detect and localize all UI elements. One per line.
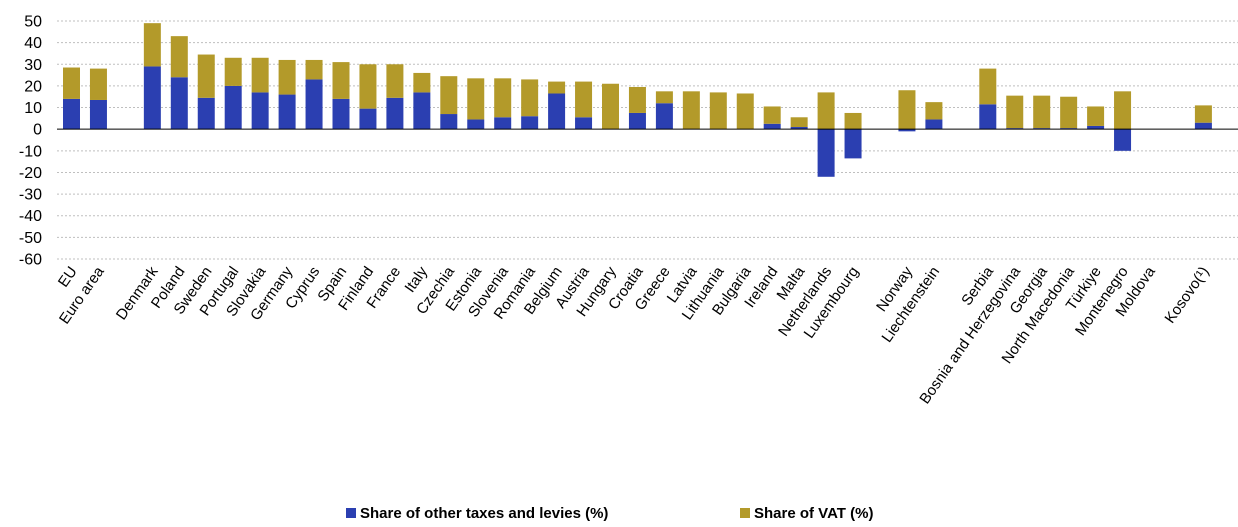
legend-label-other-taxes: Share of other taxes and levies (%) bbox=[360, 505, 608, 522]
y-tick-label: 30 bbox=[24, 57, 42, 74]
bar-other-taxes bbox=[332, 98, 350, 130]
bar-other-taxes bbox=[467, 119, 485, 130]
bar-vat bbox=[440, 76, 458, 115]
bar-other-taxes bbox=[763, 123, 781, 130]
bar-other-taxes bbox=[224, 85, 242, 130]
y-tick-label: -10 bbox=[19, 143, 42, 160]
bar-vat bbox=[197, 54, 215, 98]
bars bbox=[63, 23, 1212, 177]
bar-vat bbox=[844, 112, 862, 130]
bar-vat bbox=[628, 86, 646, 113]
bar-other-taxes bbox=[1114, 129, 1132, 151]
legend-swatch-other-taxes bbox=[346, 508, 356, 518]
legend-swatch-vat bbox=[740, 508, 750, 518]
bar-vat bbox=[278, 59, 296, 95]
bar-other-taxes bbox=[979, 104, 997, 130]
bar-other-taxes bbox=[548, 93, 566, 130]
bar-other-taxes bbox=[1033, 128, 1051, 130]
bar-vat bbox=[1087, 106, 1105, 126]
bar-other-taxes bbox=[197, 97, 215, 130]
bar-other-taxes bbox=[305, 79, 323, 130]
bar-other-taxes bbox=[844, 129, 862, 159]
y-tick-label: -50 bbox=[19, 230, 42, 247]
bar-vat bbox=[143, 23, 161, 67]
bar-vat bbox=[790, 117, 808, 128]
bar-vat bbox=[305, 59, 323, 80]
bar-vat bbox=[359, 64, 377, 109]
bar-vat bbox=[1060, 96, 1078, 129]
bar-other-taxes bbox=[359, 108, 377, 130]
bar-vat bbox=[736, 93, 754, 130]
bar-other-taxes bbox=[925, 119, 943, 130]
y-tick-label: -20 bbox=[19, 165, 42, 182]
legend-label-vat: Share of VAT (%) bbox=[754, 505, 873, 522]
bar-vat bbox=[332, 62, 350, 99]
bar-vat bbox=[386, 64, 404, 98]
gridlines bbox=[57, 20, 1238, 260]
bar-vat bbox=[1033, 95, 1051, 129]
bar-other-taxes bbox=[413, 92, 431, 130]
bar-vat bbox=[709, 92, 727, 130]
bar-other-taxes bbox=[790, 127, 808, 130]
bar-vat bbox=[925, 102, 943, 120]
y-axis-tick-labels: 50 40 30 20 10 0 -10 -20 -30 -40 -50 -60 bbox=[19, 14, 42, 269]
bar-other-taxes bbox=[655, 103, 673, 130]
bar-other-taxes bbox=[898, 129, 916, 132]
bar-other-taxes bbox=[1087, 125, 1105, 130]
bar-vat bbox=[575, 81, 593, 118]
legend: Share of other taxes and levies (%) Shar… bbox=[346, 505, 873, 522]
y-tick-label: 10 bbox=[24, 100, 42, 117]
y-tick-label: -40 bbox=[19, 208, 42, 225]
bar-vat bbox=[170, 36, 188, 78]
bar-other-taxes bbox=[575, 117, 593, 130]
y-tick-label: 40 bbox=[24, 35, 42, 52]
bar-vat bbox=[251, 57, 269, 93]
bar-vat bbox=[413, 72, 431, 93]
bar-other-taxes bbox=[63, 98, 80, 130]
bar-vat bbox=[682, 91, 700, 130]
y-tick-label: 20 bbox=[24, 78, 42, 95]
bar-vat bbox=[979, 68, 997, 105]
bar-vat bbox=[1194, 105, 1212, 123]
bar-other-taxes bbox=[386, 97, 404, 130]
bar-vat bbox=[224, 57, 242, 86]
bar-other-taxes bbox=[1194, 122, 1212, 130]
bar-vat bbox=[494, 78, 512, 118]
bar-vat bbox=[521, 79, 539, 117]
bar-other-taxes bbox=[170, 77, 188, 130]
bar-vat bbox=[898, 90, 916, 130]
bar-vat bbox=[1114, 91, 1132, 130]
bar-vat bbox=[548, 81, 566, 94]
bar-vat bbox=[655, 91, 673, 104]
bar-other-taxes bbox=[1060, 128, 1078, 130]
y-tick-label: 0 bbox=[33, 122, 42, 139]
bar-other-taxes bbox=[521, 116, 539, 130]
y-tick-label: 50 bbox=[24, 14, 42, 31]
bar-other-taxes bbox=[1006, 128, 1024, 130]
bar-vat bbox=[467, 78, 485, 120]
bar-other-taxes bbox=[817, 129, 835, 177]
y-tick-label: -60 bbox=[19, 252, 42, 269]
bar-other-taxes bbox=[494, 117, 512, 130]
bar-other-taxes bbox=[278, 94, 296, 130]
bar-vat bbox=[602, 83, 619, 130]
bar-vat bbox=[817, 92, 835, 130]
bar-other-taxes bbox=[89, 99, 107, 130]
bar-vat bbox=[1006, 95, 1024, 129]
x-category-label: Kosovo(¹) bbox=[1161, 264, 1212, 327]
bar-vat bbox=[763, 106, 781, 124]
bar-vat bbox=[63, 67, 80, 99]
bar-other-taxes bbox=[628, 112, 646, 130]
bar-other-taxes bbox=[440, 114, 458, 130]
bar-other-taxes bbox=[143, 66, 161, 130]
bar-vat bbox=[89, 68, 107, 100]
bar-other-taxes bbox=[251, 92, 269, 130]
y-tick-label: -30 bbox=[19, 187, 42, 204]
